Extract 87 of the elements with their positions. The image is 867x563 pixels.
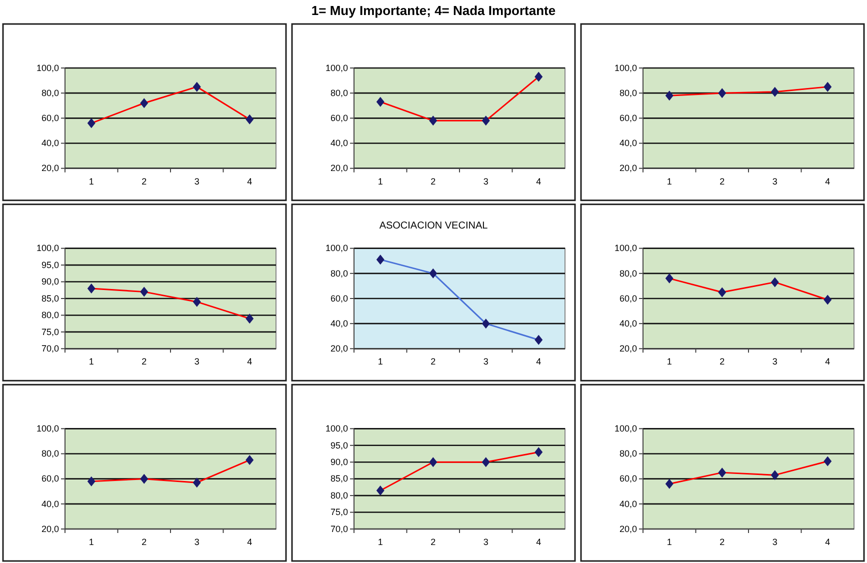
y-tick-label: 70,0 — [330, 524, 348, 534]
x-tick-label: 1 — [88, 356, 94, 367]
x-tick-label: 3 — [483, 176, 488, 186]
y-tick-label: 40,0 — [330, 138, 348, 148]
x-tick-label: 2 — [142, 176, 147, 186]
y-tick-label: 100,0 — [36, 62, 59, 73]
y-tick-label: 80,0 — [619, 268, 637, 278]
y-tick-label: 100,0 — [614, 62, 637, 73]
y-tick-label: 40,0 — [41, 498, 59, 509]
y-tick-label: 80,0 — [330, 268, 348, 278]
y-tick-label: 90,0 — [330, 456, 348, 467]
y-tick-label: 75,0 — [41, 326, 59, 337]
y-tick-label: 80,0 — [330, 88, 348, 98]
x-tick-label: 4 — [825, 537, 830, 547]
y-tick-label: 80,0 — [619, 448, 637, 459]
x-tick-label: 3 — [194, 537, 200, 547]
x-tick-label: 4 — [536, 356, 542, 367]
y-tick-label: 20,0 — [330, 163, 348, 174]
x-tick-label: 2 — [720, 176, 725, 186]
x-tick-label: 1 — [88, 176, 94, 186]
y-tick-label: 70,0 — [41, 344, 59, 354]
y-tick-label: 80,0 — [41, 310, 59, 320]
y-tick-label: 100,0 — [36, 424, 59, 434]
y-tick-label: 60,0 — [619, 474, 637, 484]
x-tick-label: 1 — [378, 537, 383, 547]
x-tick-label: 1 — [666, 537, 672, 547]
y-tick-label: 80,0 — [41, 448, 59, 459]
x-tick-label: 4 — [825, 176, 830, 186]
y-tick-label: 95,0 — [330, 440, 348, 450]
x-tick-label: 1 — [378, 176, 383, 186]
y-tick-label: 100,0 — [614, 424, 637, 434]
x-tick-label: 4 — [247, 537, 252, 547]
text: 1= Muy Importante; 4= Nada Importante — [311, 3, 556, 18]
y-tick-label: 85,0 — [41, 293, 59, 304]
x-tick-label: 2 — [430, 356, 436, 367]
x-tick-label: 1 — [666, 176, 672, 186]
y-tick-label: 60,0 — [330, 293, 348, 304]
x-tick-label: 3 — [483, 356, 488, 367]
x-tick-label: 2 — [430, 537, 436, 547]
y-tick-label: 20,0 — [619, 344, 637, 354]
x-tick-label: 3 — [772, 176, 778, 186]
x-tick-label: 4 — [247, 356, 252, 367]
y-tick-label: 100,0 — [614, 243, 637, 254]
x-tick-label: 1 — [378, 356, 383, 367]
x-tick-label: 3 — [772, 356, 778, 367]
x-tick-label: 1 — [666, 356, 672, 367]
y-tick-label: 20,0 — [41, 163, 59, 174]
y-tick-label: 100,0 — [325, 424, 348, 434]
y-tick-label: 60,0 — [619, 293, 637, 304]
y-tick-label: 20,0 — [41, 524, 59, 534]
y-tick-label: 100,0 — [36, 243, 59, 254]
y-tick-label: 60,0 — [330, 113, 348, 124]
x-tick-label: 3 — [194, 356, 200, 367]
x-tick-label: 3 — [772, 537, 778, 547]
y-tick-label: 80,0 — [330, 490, 348, 500]
y-tick-label: 20,0 — [330, 344, 348, 354]
y-tick-label: 40,0 — [619, 498, 637, 509]
y-tick-label: 75,0 — [330, 507, 348, 518]
x-tick-label: 4 — [536, 537, 542, 547]
x-tick-label: 3 — [483, 537, 488, 547]
x-tick-label: 3 — [194, 176, 200, 186]
y-tick-label: 40,0 — [619, 318, 637, 328]
x-tick-label: 4 — [247, 176, 252, 186]
y-tick-label: 85,0 — [330, 474, 348, 484]
x-tick-label: 2 — [142, 356, 147, 367]
x-tick-label: 4 — [536, 176, 542, 186]
y-tick-label: 60,0 — [619, 113, 637, 124]
y-tick-label: 60,0 — [41, 474, 59, 484]
x-tick-label: 2 — [720, 356, 725, 367]
x-tick-label: 2 — [720, 537, 725, 547]
y-tick-label: 100,0 — [325, 243, 348, 254]
x-tick-label: 2 — [142, 537, 147, 547]
x-tick-label: 4 — [825, 356, 830, 367]
y-tick-label: 80,0 — [41, 88, 59, 98]
y-tick-label: 60,0 — [41, 113, 59, 124]
y-tick-label: 100,0 — [325, 62, 348, 73]
y-tick-label: 20,0 — [619, 524, 637, 534]
y-tick-label: 80,0 — [619, 88, 637, 98]
chart-title: ASOCIACION VECINAL — [379, 220, 488, 232]
y-tick-label: 20,0 — [619, 163, 637, 174]
y-tick-label: 40,0 — [330, 318, 348, 328]
y-tick-label: 40,0 — [619, 138, 637, 148]
y-tick-label: 95,0 — [41, 260, 59, 270]
x-tick-label: 2 — [430, 176, 436, 186]
y-tick-label: 40,0 — [41, 138, 59, 148]
y-tick-label: 90,0 — [41, 276, 59, 287]
x-tick-label: 1 — [88, 537, 94, 547]
